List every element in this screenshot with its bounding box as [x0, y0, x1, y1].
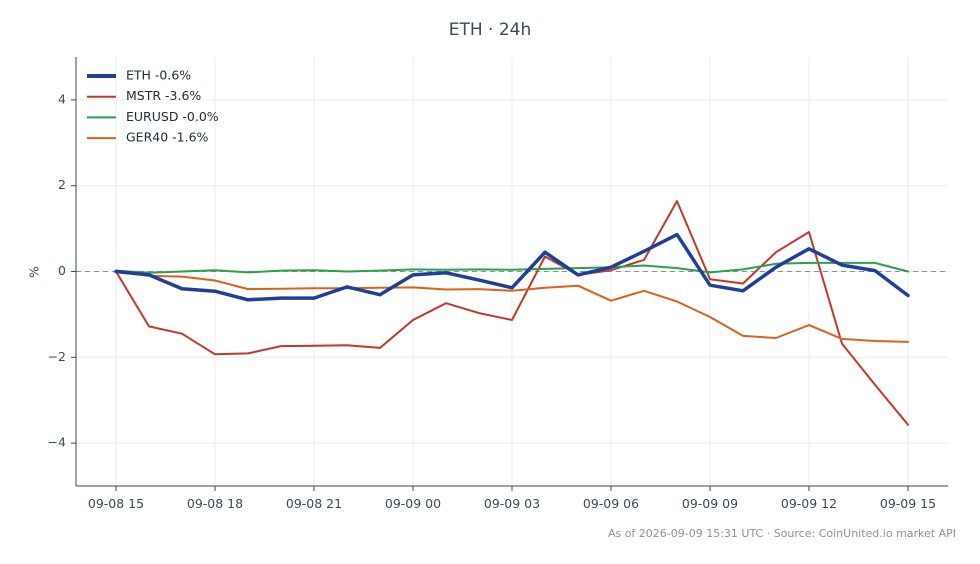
series-layer	[114, 200, 910, 426]
axes-layer: −4 −2 0 2 4 09-08 15 09-08 18 09-08 21 09-09 00 0…	[48, 57, 948, 511]
x-tick-label: 09-09 06	[583, 496, 639, 511]
x-tick-label: 09-08 15	[88, 496, 144, 511]
legend: ETH -0.6% MSTR -3.6% EURUSD -0.0% GER40 -1.…	[87, 68, 219, 145]
y-tick-label: 4	[58, 91, 66, 106]
series-line-1	[115, 200, 909, 426]
y-axis-label: %	[27, 266, 42, 278]
legend-label: GER40 -1.6%	[126, 130, 209, 145]
x-tick-label: 09-08 21	[286, 496, 342, 511]
x-tick-label: 09-09 00	[385, 496, 441, 511]
y-tick-label: −4	[48, 435, 66, 450]
y-tick-label: 2	[58, 177, 66, 192]
chart-title: ETH · 24h	[448, 20, 532, 40]
x-tick-label: 09-09 12	[781, 496, 837, 511]
source-footer: As of 2026-09-09 15:31 UTC · Source: Coi…	[607, 527, 956, 540]
x-tick-label: 09-09 15	[880, 496, 936, 511]
y-tick-label: −2	[48, 349, 66, 364]
legend-label: ETH -0.6%	[126, 68, 191, 83]
x-tick-label: 09-09 09	[682, 496, 738, 511]
series-line-3	[115, 270, 909, 343]
legend-label: MSTR -3.6%	[126, 88, 201, 103]
x-tick-label: 09-08 18	[187, 496, 243, 511]
y-tick-label: 0	[58, 263, 66, 278]
series-line-0	[114, 232, 910, 302]
legend-label: EURUSD -0.0%	[126, 109, 219, 124]
series-line-2	[115, 261, 909, 274]
x-tick-label: 09-09 03	[484, 496, 540, 511]
